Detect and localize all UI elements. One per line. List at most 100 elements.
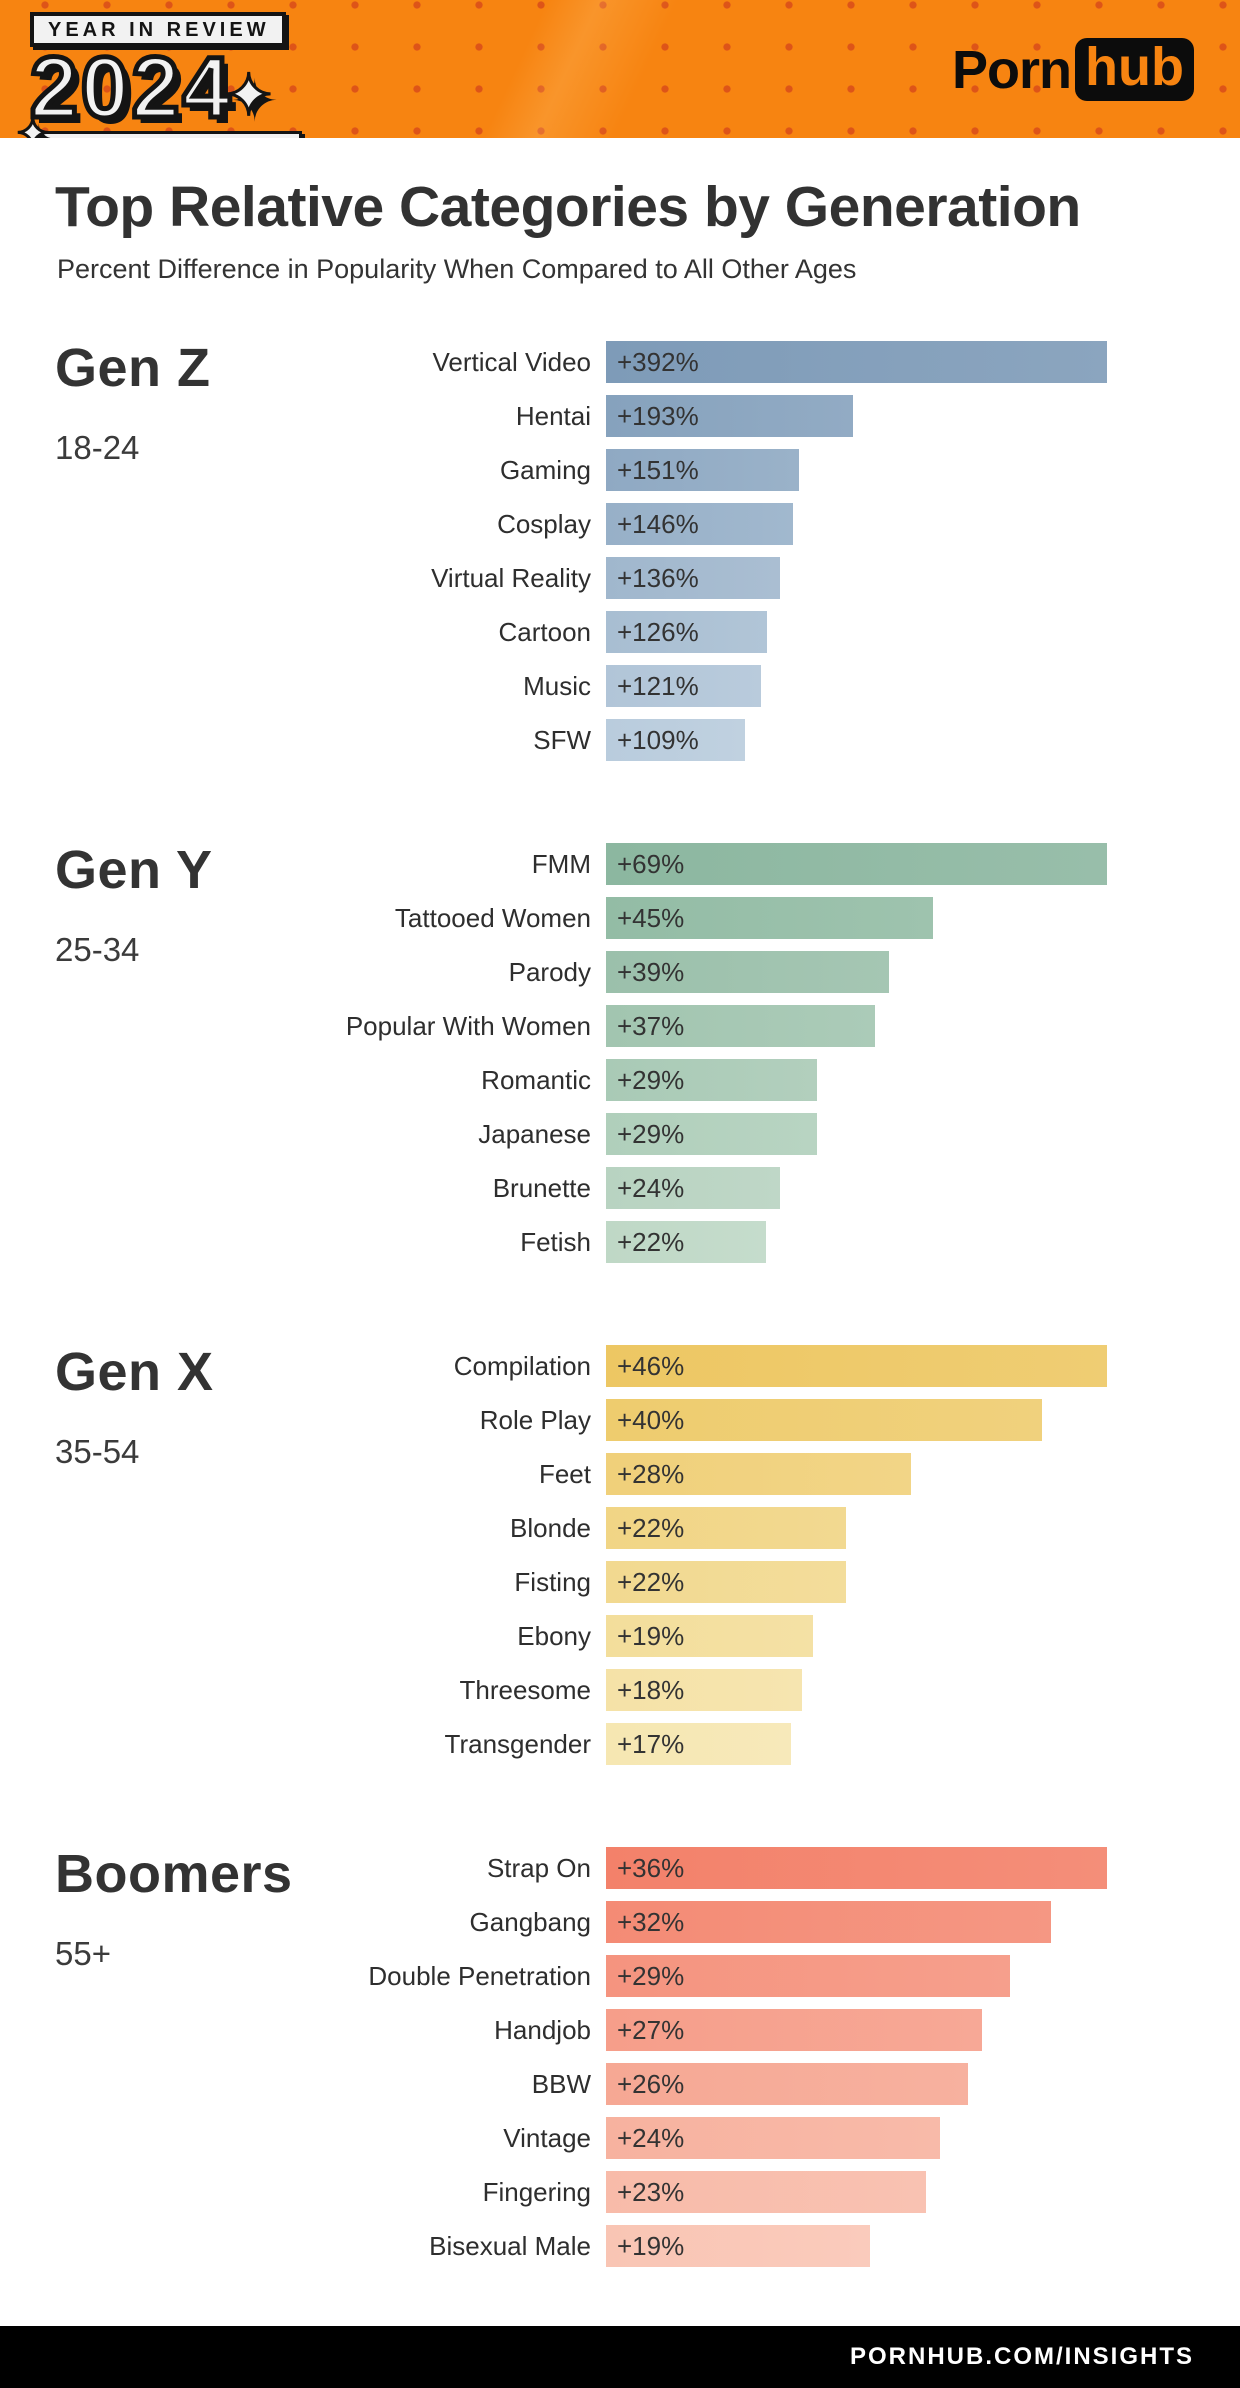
generation-section: Gen Z 18-24 Vertical Video +392% Hentai +193%… (0, 338, 1240, 761)
generation-header: Gen X 35-54 (55, 1341, 375, 1471)
category-label: BBW (531, 2068, 591, 2099)
generation-age-range: 18-24 (55, 429, 140, 466)
category-bar: +22% (606, 1221, 766, 1263)
page-subtitle: Percent Difference in Popularity When Co… (57, 254, 857, 284)
category-label: Compilation (453, 1350, 591, 1381)
category-value: +39% (617, 956, 685, 987)
category-value: +19% (617, 1620, 685, 1651)
category-label: Brunette (492, 1172, 591, 1203)
sparkle-icon: ✦ (15, 112, 53, 138)
category-row: Feet +28% (40, 1453, 1240, 1495)
category-value: +29% (617, 1960, 685, 1991)
generation-section: Gen Y 25-34 FMM +69% Tattooed Women +45% Parod… (0, 840, 1240, 1263)
category-bar: +37% (606, 1005, 875, 1047)
category-label: Hentai (515, 400, 591, 431)
pornhub-logo: Porn hub (952, 37, 1194, 102)
footer-bar: PORNHUB.COM/INSIGHTS (0, 2326, 1240, 2388)
category-bar: +126% (606, 611, 767, 653)
category-label: Virtual Reality (431, 562, 591, 593)
category-label: Gaming (499, 454, 591, 485)
category-value: +18% (617, 1674, 685, 1705)
category-label: Threesome (459, 1674, 592, 1705)
category-row: Hentai +193% (40, 395, 1240, 437)
category-row: Blonde +22% (40, 1507, 1240, 1549)
category-row: Cartoon +126% (40, 611, 1240, 653)
category-value: +26% (617, 2068, 685, 2099)
brand-hub-badge: hub (1075, 37, 1194, 102)
category-bar: +28% (606, 1453, 911, 1495)
chart: Gen Z 18-24 Vertical Video +392% Hentai +193%… (0, 338, 1240, 2267)
category-value: +40% (617, 1404, 685, 1435)
category-bar: +40% (606, 1399, 1042, 1441)
category-label: Tattooed Women (394, 902, 591, 933)
category-label: Transgender (444, 1728, 591, 1759)
category-bar: +146% (606, 503, 793, 545)
category-value: +121% (617, 670, 699, 701)
category-value: +146% (617, 508, 699, 539)
category-row: BBW +26% (40, 2063, 1240, 2105)
category-row: Handjob +27% (40, 2009, 1240, 2051)
category-bar: +392% (606, 341, 1107, 383)
category-row: Cosplay +146% (40, 503, 1240, 545)
category-value: +22% (617, 1566, 685, 1597)
year-in-review-badge: YEAR IN REVIEW (30, 12, 286, 47)
category-value: +17% (617, 1728, 685, 1759)
generation-age-range: 55+ (55, 1935, 111, 1972)
generation-header: Gen Z 18-24 (55, 337, 375, 467)
category-row: Popular With Women +37% (40, 1005, 1240, 1047)
category-label: Music (523, 670, 591, 701)
category-value: +136% (617, 562, 699, 593)
category-bar: +26% (606, 2063, 968, 2105)
category-row: Brunette +24% (40, 1167, 1240, 1209)
category-bar: +23% (606, 2171, 926, 2213)
category-value: +23% (617, 2176, 685, 2207)
category-bar: +121% (606, 665, 761, 707)
category-value: +28% (617, 1458, 685, 1489)
category-bar: +24% (606, 2117, 940, 2159)
category-value: +24% (617, 1172, 685, 1203)
sparkle-icon: ✦ (223, 63, 276, 128)
header-banner: YEAR IN REVIEW 2024 ✦ ✦ Porn hub (0, 0, 1240, 138)
category-bar: +29% (606, 1059, 817, 1101)
category-value: +46% (617, 1350, 685, 1381)
category-label: Bisexual Male (429, 2230, 591, 2261)
logo-underline (30, 131, 302, 138)
category-value: +151% (617, 454, 699, 485)
category-row: Compilation +46% (40, 1345, 1240, 1387)
category-row: Parody +39% (40, 951, 1240, 993)
category-label: FMM (531, 848, 591, 879)
category-value: +19% (617, 2230, 685, 2261)
category-value: +27% (617, 2014, 685, 2045)
generation-section: Gen X 35-54 Compilation +46% Role Play +40% Fe… (0, 1342, 1240, 1765)
category-row: Gaming +151% (40, 449, 1240, 491)
category-label: Role Play (479, 1404, 591, 1435)
category-label: Fisting (514, 1566, 591, 1597)
category-bar: +19% (606, 1615, 813, 1657)
category-row: Vintage +24% (40, 2117, 1240, 2159)
category-value: +22% (617, 1512, 685, 1543)
generation-section: Boomers 55+ Strap On +36% Gangbang +32% Double… (0, 1844, 1240, 2267)
category-label: Vertical Video (432, 346, 591, 377)
category-value: +69% (617, 848, 685, 879)
category-row: Double Penetration +29% (40, 1955, 1240, 1997)
category-label: Handjob (494, 2014, 591, 2045)
category-bar: +109% (606, 719, 745, 761)
category-label: Ebony (517, 1620, 591, 1651)
category-row: Japanese +29% (40, 1113, 1240, 1155)
category-value: +29% (617, 1118, 685, 1149)
category-label: Romantic (481, 1064, 591, 1095)
category-label: Strap On (486, 1852, 591, 1883)
category-row: Role Play +40% (40, 1399, 1240, 1441)
category-row: Fisting +22% (40, 1561, 1240, 1603)
category-row: Strap On +36% (40, 1847, 1240, 1889)
category-bar: +17% (606, 1723, 791, 1765)
category-row: Vertical Video +392% (40, 341, 1240, 383)
footer-url: PORNHUB.COM/INSIGHTS (849, 2343, 1194, 2370)
generation-header: Gen Y 25-34 (55, 839, 375, 969)
category-row: Virtual Reality +136% (40, 557, 1240, 599)
category-value: +126% (617, 616, 699, 647)
category-row: Romantic +29% (40, 1059, 1240, 1101)
category-label: Parody (508, 956, 591, 987)
category-bar: +69% (606, 843, 1107, 885)
